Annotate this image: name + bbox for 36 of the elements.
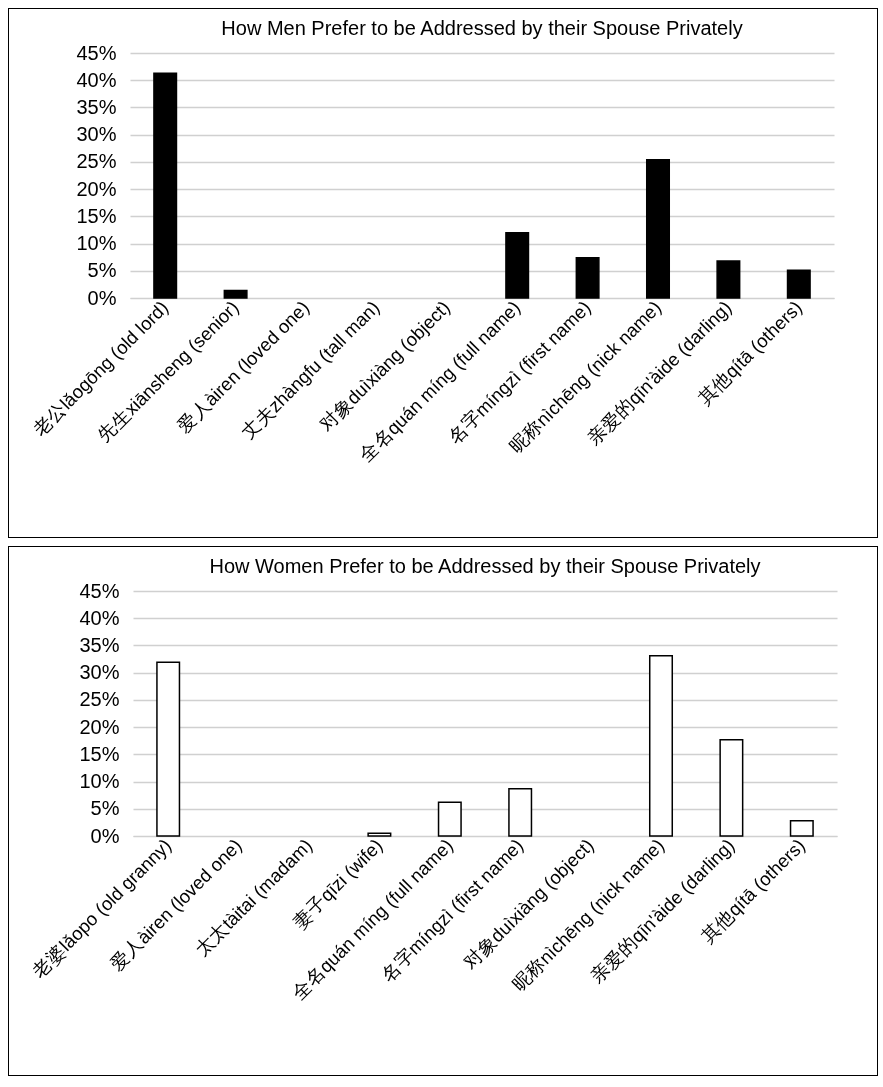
bar	[223, 289, 248, 299]
bar	[367, 832, 392, 837]
y-tick-label: 5%	[90, 797, 120, 820]
bar	[575, 256, 600, 299]
y-tick-label: 25%	[79, 688, 120, 711]
bar	[716, 260, 741, 299]
y-tick-label: 10%	[79, 770, 120, 793]
y-tick-label: 45%	[76, 41, 117, 64]
bar	[786, 269, 811, 299]
y-tick-label: 35%	[76, 95, 117, 118]
y-tick-label: 0%	[87, 286, 117, 309]
y-tick-label: 30%	[76, 123, 117, 146]
y-tick-label: 20%	[79, 715, 120, 738]
bar	[719, 738, 744, 837]
y-tick-label: 10%	[76, 232, 117, 255]
y-tick-label: 45%	[79, 579, 120, 602]
chart-title: How Women Prefer to be Addressed by their Spouse Privately	[209, 555, 761, 577]
bar	[153, 72, 178, 299]
y-tick-label: 20%	[76, 177, 117, 200]
bar	[648, 655, 674, 837]
bar	[789, 820, 814, 837]
y-tick-label: 35%	[79, 633, 120, 656]
y-tick-label: 5%	[87, 259, 117, 282]
y-tick-label: 40%	[76, 68, 117, 91]
y-tick-label: 30%	[79, 661, 120, 684]
y-tick-label: 15%	[76, 204, 117, 227]
y-tick-label: 0%	[90, 824, 120, 847]
y-tick-label: 40%	[79, 606, 120, 629]
bar	[156, 661, 181, 837]
y-tick-label: 25%	[76, 150, 117, 173]
bar	[437, 801, 462, 837]
bar	[645, 158, 671, 299]
chart-title: How Men Prefer to be Addressed by their Spouse Privately	[221, 17, 743, 39]
bar	[505, 231, 530, 299]
y-tick-label: 15%	[79, 742, 120, 765]
bar	[508, 787, 533, 837]
